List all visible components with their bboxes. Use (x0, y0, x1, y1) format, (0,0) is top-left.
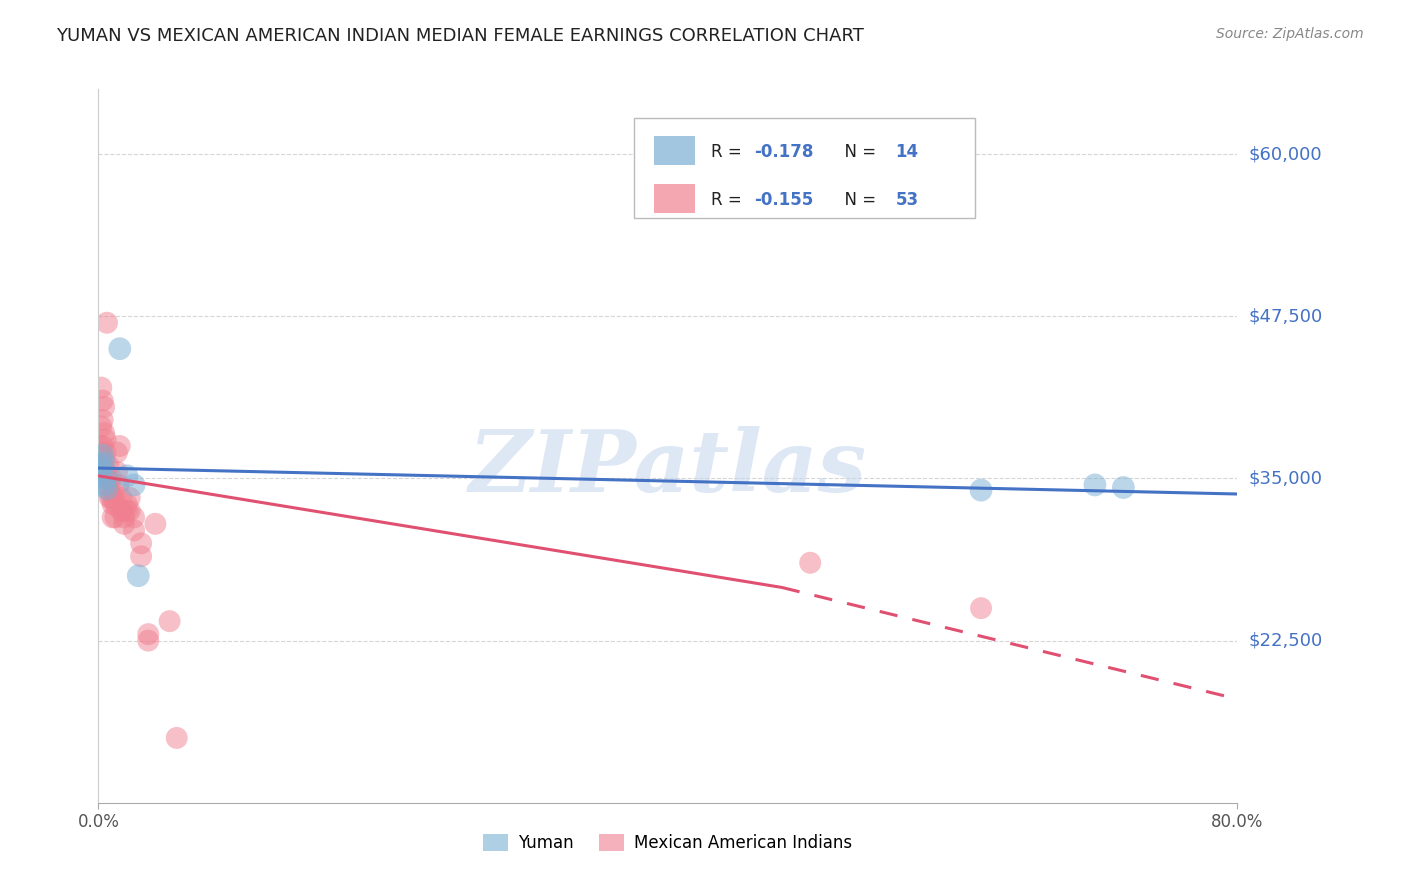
Point (96, 316, 118, 330)
Point (112, 516, 135, 531)
Point (91, 448, 114, 462)
Point (90, 381, 112, 395)
Point (970, 483, 993, 497)
Text: YUMAN VS MEXICAN AMERICAN INDIAN MEDIAN FEMALE EARNINGS CORRELATION CHART: YUMAN VS MEXICAN AMERICAN INDIAN MEDIAN … (56, 27, 865, 45)
Point (112, 510, 135, 524)
Text: R =: R = (711, 143, 747, 161)
FancyBboxPatch shape (634, 118, 976, 218)
Text: N =: N = (834, 143, 882, 161)
Text: $60,000: $60,000 (1249, 145, 1322, 163)
Point (129, 549, 152, 564)
Point (101, 497, 124, 511)
Point (108, 439, 131, 453)
Point (94, 433, 117, 447)
Point (159, 614, 181, 628)
Point (101, 510, 124, 524)
Point (97, 478, 120, 492)
Point (94, 471, 117, 485)
Point (93, 400, 115, 414)
FancyBboxPatch shape (654, 185, 695, 212)
Point (108, 342, 131, 356)
Point (94, 465, 117, 479)
Legend: Yuman, Mexican American Indians: Yuman, Mexican American Indians (477, 827, 859, 859)
Point (136, 627, 159, 641)
Point (89, 458, 111, 473)
Text: 53: 53 (896, 191, 918, 209)
Point (115, 497, 138, 511)
Point (118, 504, 141, 518)
Point (104, 497, 127, 511)
Point (103, 491, 125, 505)
Point (98, 491, 121, 505)
Text: $35,000: $35,000 (1249, 469, 1323, 487)
Point (110, 504, 132, 518)
Text: -0.178: -0.178 (755, 143, 814, 161)
Point (122, 478, 145, 492)
Point (101, 484, 124, 499)
Point (107, 478, 129, 492)
Point (96, 482, 118, 496)
Point (1084, 478, 1107, 492)
Point (799, 556, 821, 570)
Point (104, 510, 127, 524)
Text: ZIPatlas: ZIPatlas (468, 425, 868, 509)
Point (93, 456, 115, 470)
Point (91, 458, 114, 473)
Point (115, 468, 138, 483)
Text: N =: N = (834, 191, 882, 209)
Text: 14: 14 (896, 143, 918, 161)
Point (94, 445, 117, 459)
Point (91, 439, 114, 453)
Point (110, 491, 132, 505)
Point (100, 491, 122, 505)
Point (127, 568, 149, 582)
Text: Source: ZipAtlas.com: Source: ZipAtlas.com (1216, 27, 1364, 41)
Text: -0.155: -0.155 (755, 191, 814, 209)
Point (93, 425, 115, 440)
Point (90, 419, 112, 434)
FancyBboxPatch shape (654, 136, 695, 164)
Point (96, 471, 118, 485)
Point (93, 478, 115, 492)
Point (970, 601, 993, 615)
Point (122, 510, 145, 524)
Point (136, 633, 159, 648)
Point (90, 445, 112, 459)
Point (89, 458, 111, 473)
Point (122, 524, 145, 538)
Text: $47,500: $47,500 (1249, 307, 1323, 326)
Text: $22,500: $22,500 (1249, 632, 1323, 649)
Point (105, 465, 128, 479)
Point (145, 516, 167, 531)
Point (1112, 481, 1135, 495)
Point (91, 393, 114, 408)
Point (166, 731, 188, 745)
Point (93, 452, 115, 467)
Point (129, 536, 152, 550)
Point (89, 439, 111, 453)
Point (90, 465, 112, 479)
Point (118, 491, 141, 505)
Point (111, 504, 134, 518)
Point (97, 458, 120, 473)
Point (100, 471, 122, 485)
Point (105, 445, 128, 459)
Point (98, 484, 121, 499)
Point (115, 504, 138, 518)
Text: R =: R = (711, 191, 747, 209)
Point (91, 413, 114, 427)
